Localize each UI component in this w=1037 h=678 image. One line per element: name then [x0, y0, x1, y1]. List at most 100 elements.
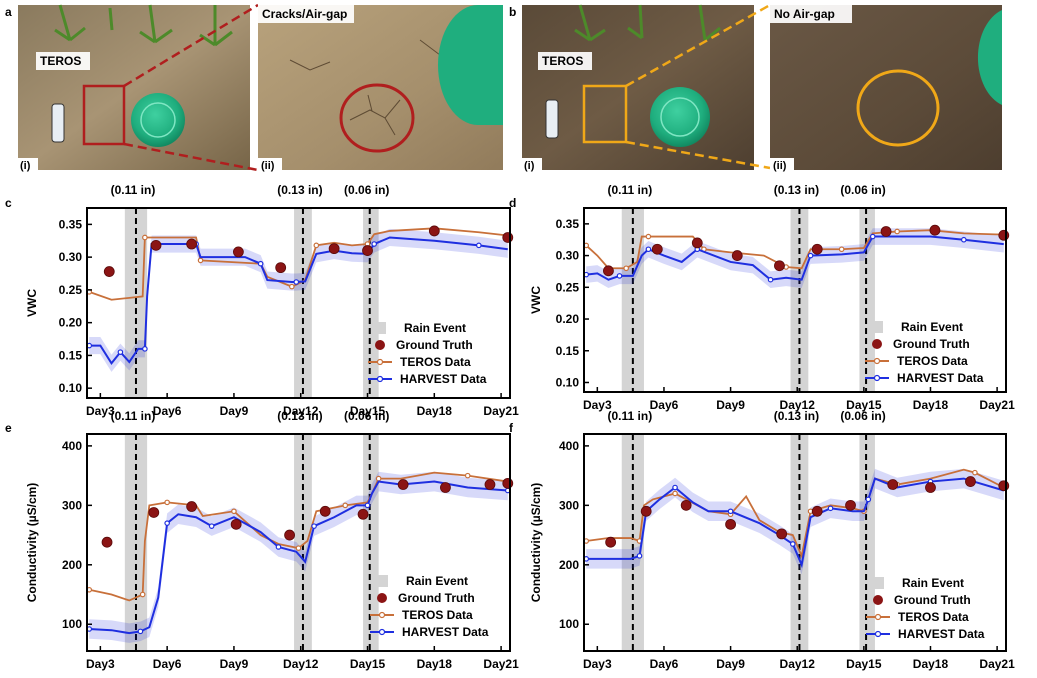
y-tick-label: 0.10: [556, 375, 580, 389]
harvest-point: [208, 523, 215, 529]
rain-band: [859, 434, 875, 651]
y-axis-label: Conductivity (µS/cm): [25, 483, 39, 603]
rain-band: [363, 434, 379, 651]
teros-point: [295, 545, 302, 551]
legend-truth-swatch: [375, 340, 385, 350]
panel-letter-a: a: [5, 5, 12, 19]
legend-harvest-marker: [874, 630, 882, 638]
rain-amount-label: (0.06 in): [344, 409, 389, 423]
harvest-point: [293, 279, 300, 285]
x-tick-label: Day21: [483, 404, 519, 418]
ground-truth-point: [328, 243, 340, 255]
ground-truth-point: [397, 479, 409, 490]
sub-label-a-ii: (ii): [261, 160, 275, 172]
y-tick-label: 300: [559, 498, 579, 512]
y-tick-label: 100: [559, 617, 579, 631]
y-tick-label: 100: [62, 617, 82, 631]
disc-edge: [977, 10, 1002, 105]
harvest-point: [869, 233, 876, 240]
photo-b-zoom: [770, 5, 1002, 170]
legend-harvest-marker: [378, 628, 386, 636]
ground-truth-point: [811, 505, 823, 517]
teros-point: [289, 283, 295, 290]
legend-label-truth: Ground Truth: [894, 593, 971, 607]
harvest-point: [164, 520, 170, 526]
ground-truth-point: [103, 266, 115, 277]
ground-truth-point: [887, 479, 899, 490]
x-tick-label: Day18: [417, 404, 453, 418]
x-tick-label: Day6: [153, 404, 182, 418]
rain-amount-label: (0.13 in): [277, 409, 322, 423]
legend-label-harvest: HARVEST Data: [898, 627, 985, 641]
legend-rain-swatch: [374, 322, 386, 334]
rain-amount-label: (0.11 in): [111, 409, 156, 423]
ground-truth-point: [284, 529, 295, 541]
teros-point: [894, 228, 900, 235]
ground-truth-point: [776, 528, 788, 540]
harvest-point: [960, 236, 967, 243]
x-tick-label: Day15: [350, 657, 386, 671]
green-disc-icon: [650, 87, 710, 147]
legend-harvest-marker: [873, 374, 881, 382]
photo-panel-b: No Air-gap TEROS b (i) (ii): [509, 3, 1002, 172]
legend-label-teros: TEROS Data: [898, 610, 969, 624]
panel-letter-d: d: [509, 196, 516, 210]
photo-panel-a: Cracks/Air-gap TEROS a (i) (ii): [5, 3, 503, 172]
ground-truth-point: [929, 224, 941, 236]
y-tick-label: 200: [62, 558, 82, 572]
sub-label-a-i: (i): [20, 160, 31, 172]
legend-label-truth: Ground Truth: [893, 337, 970, 351]
ground-truth-point: [965, 476, 976, 487]
x-tick-label: Day18: [417, 657, 453, 671]
legend-teros-marker: [378, 611, 386, 619]
harvest-point: [807, 252, 814, 259]
legend-teros-marker: [874, 613, 882, 621]
rain-amount-label: (0.13 in): [774, 183, 819, 197]
y-axis-label: VWC: [25, 289, 39, 317]
harvest-point: [275, 544, 282, 550]
rain-amount-label: (0.06 in): [344, 183, 389, 197]
legend-teros-marker: [376, 358, 384, 366]
x-tick-label: Day15: [846, 398, 882, 412]
legend-label-teros: TEROS Data: [400, 355, 471, 369]
zoom-connector-bottom-a: [123, 142, 259, 172]
x-tick-label: Day9: [716, 398, 745, 412]
harvest-point: [645, 246, 652, 253]
teros-point: [645, 233, 652, 240]
zoom-connector-top-a: [123, 3, 259, 88]
legend-rain-swatch: [376, 575, 388, 587]
ground-truth-point: [484, 479, 496, 490]
sub-label-b-i: (i): [524, 160, 535, 172]
y-tick-label: 0.30: [556, 249, 580, 263]
x-tick-label: Day9: [220, 657, 249, 671]
ground-truth-point: [725, 518, 736, 530]
teros-point: [342, 502, 349, 509]
y-tick-label: 0.25: [556, 280, 580, 294]
y-tick-label: 0.15: [59, 348, 83, 362]
y-tick-label: 0.20: [556, 312, 580, 326]
teros-point: [164, 499, 170, 506]
air-gap-circle: [339, 83, 415, 153]
panel-letter-f: f: [509, 421, 514, 435]
rain-amount-label: (0.11 in): [608, 409, 653, 423]
chart-panel-d: d (0.11 in) (0.13 in) (0.06 in) 0.10 0.15 0.2…: [509, 183, 1015, 412]
ground-truth-point: [774, 260, 785, 272]
x-tick-label: Day6: [650, 398, 679, 412]
ground-truth-point: [998, 229, 1010, 241]
teros-line: [89, 471, 508, 602]
teros-label-b: TEROS: [542, 54, 583, 68]
teros-point: [838, 246, 845, 253]
x-tick-label: Day3: [583, 657, 612, 671]
legend-label-harvest: HARVEST Data: [897, 371, 984, 385]
ground-truth-point: [731, 250, 743, 261]
harvest-point: [767, 276, 774, 283]
x-tick-label: Day3: [86, 404, 115, 418]
ground-truth-point: [880, 226, 892, 237]
legend-harvest-marker: [376, 375, 384, 383]
legend-rain-swatch: [871, 321, 883, 333]
ground-truth-point: [680, 499, 692, 511]
x-tick-label: Day15: [350, 404, 386, 418]
ground-truth-point: [440, 482, 451, 493]
ground-truth-point: [845, 499, 856, 511]
